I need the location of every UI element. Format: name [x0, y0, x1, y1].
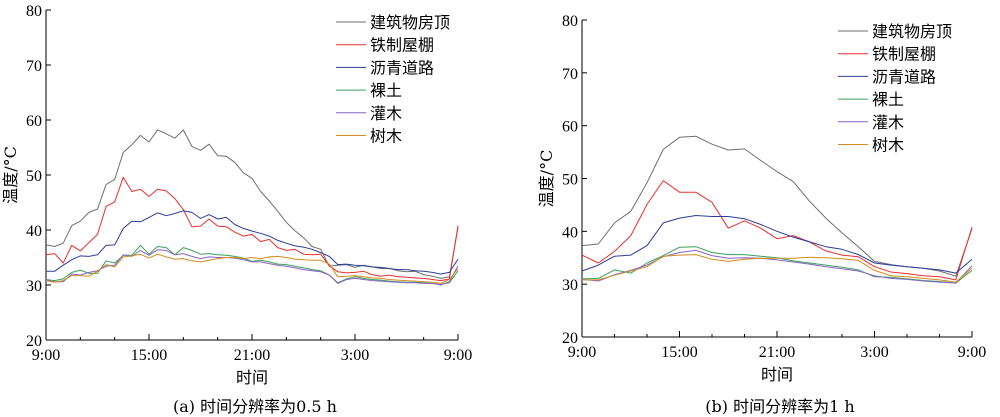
legend-label: 树木 — [370, 127, 402, 146]
x-tick-label: 15:00 — [661, 344, 697, 361]
x-tick-label: 15:00 — [131, 347, 167, 364]
legend-label: 裸土 — [370, 81, 402, 100]
figure-caption: (a) 时间分辨率为0.5 h — [173, 397, 337, 416]
y-tick-label: 40 — [26, 223, 42, 240]
figure-caption: (b) 时间分辨率为1 h — [705, 397, 854, 416]
series-line-1 — [45, 176, 459, 282]
chart-panel-b: 20 30 40 50 60 70 80 9:00 15:00 21:00 3:00 9:00 时间 温度… — [537, 13, 986, 416]
x-tick-label: 9:00 — [32, 347, 60, 364]
series-line-0 — [581, 135, 973, 277]
series-line-2 — [581, 215, 973, 274]
x-tick-label: 21:00 — [234, 347, 270, 364]
series-line-1 — [581, 180, 973, 281]
legend-label: 建筑物房顶 — [370, 13, 450, 32]
y-tick-label: 50 — [562, 172, 578, 189]
x-tick-label: 9:00 — [958, 344, 986, 361]
legend-label: 树木 — [872, 136, 904, 155]
x-tick-label: 3:00 — [860, 344, 888, 361]
legend-label: 沥青道路 — [872, 67, 936, 86]
x-tick-label: 21:00 — [759, 344, 795, 361]
y-tick-label: 20 — [26, 333, 42, 350]
series-line-0 — [45, 129, 459, 279]
series-line-5 — [45, 253, 459, 284]
chart-panel-a: 20 30 40 50 60 70 80 9:00 15:00 21:00 3:00 9:00 时间 温度… — [1, 3, 472, 416]
legend-label: 铁制屋棚 — [872, 45, 936, 64]
y-tick-label: 50 — [26, 168, 42, 185]
x-axis-label: 时间 — [236, 368, 268, 387]
legend-label: 裸土 — [872, 90, 904, 109]
legend-label: 建筑物房顶 — [872, 22, 952, 41]
y-tick-label: 70 — [26, 58, 42, 75]
x-tick-label: 9:00 — [444, 347, 472, 364]
y-tick-label: 70 — [562, 66, 578, 83]
y-tick-label: 30 — [26, 278, 42, 295]
series-line-2 — [46, 210, 459, 275]
y-tick-label: 20 — [562, 330, 578, 347]
series-line-4 — [45, 249, 459, 286]
legend-label: 灌木 — [370, 104, 402, 123]
series-line-4 — [581, 249, 973, 284]
x-tick-label: 3:00 — [341, 347, 369, 364]
y-tick-label: 80 — [26, 3, 42, 20]
legend-label: 灌木 — [872, 113, 904, 132]
series-line-5 — [582, 254, 973, 283]
y-tick-label: 30 — [562, 277, 578, 294]
y-axis-label: 温度/°C — [537, 150, 556, 208]
y-axis-label: 温度/°C — [1, 146, 20, 204]
y-tick-label: 60 — [562, 119, 578, 136]
y-tick-label: 40 — [562, 224, 578, 241]
y-tick-label: 60 — [26, 113, 42, 130]
x-tick-label: 9:00 — [568, 344, 596, 361]
x-axis-label: 时间 — [761, 365, 793, 384]
legend-label: 铁制屋棚 — [370, 36, 434, 55]
legend-label: 沥青道路 — [370, 58, 434, 77]
y-tick-label: 80 — [562, 13, 578, 30]
